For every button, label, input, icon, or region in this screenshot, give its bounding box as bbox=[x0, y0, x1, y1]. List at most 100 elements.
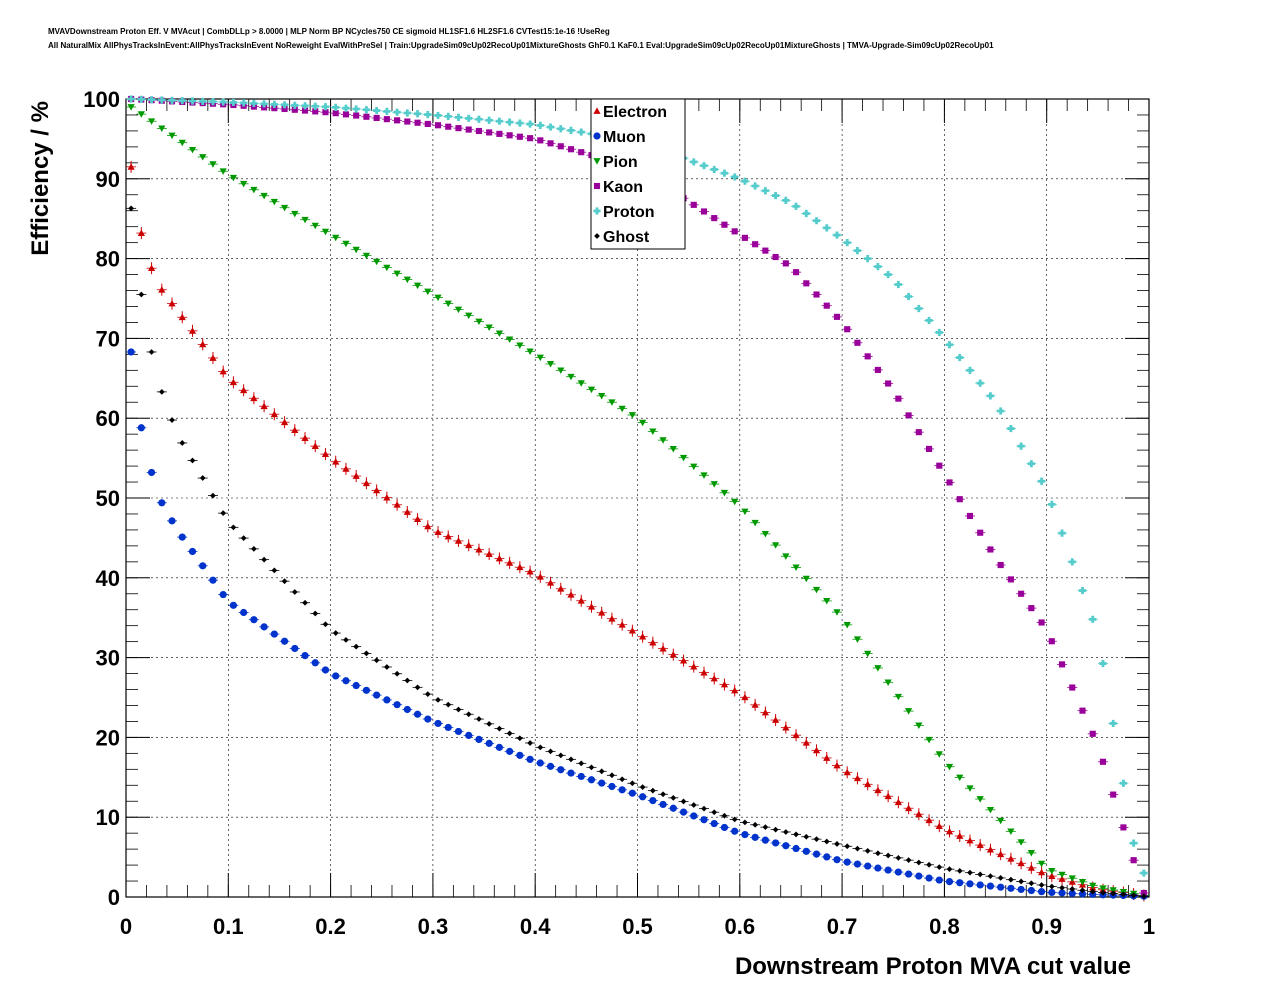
data-point-proton bbox=[250, 99, 258, 107]
data-point-proton bbox=[884, 270, 892, 279]
data-point-kaon bbox=[885, 380, 892, 387]
data-point-ghost bbox=[977, 871, 984, 878]
data-point-ghost bbox=[322, 621, 329, 628]
data-point-muon bbox=[1048, 888, 1056, 897]
data-point-ghost bbox=[987, 873, 994, 880]
data-point-proton bbox=[782, 196, 790, 204]
data-point-proton bbox=[270, 100, 278, 108]
data-point-electron bbox=[997, 850, 1005, 858]
data-point-proton bbox=[1017, 442, 1025, 450]
data-point-proton bbox=[925, 316, 933, 325]
data-point-proton bbox=[536, 121, 544, 129]
data-point-ghost bbox=[158, 388, 165, 395]
data-point-pion bbox=[475, 318, 483, 326]
data-point-kaon bbox=[312, 108, 319, 115]
data-point-electron bbox=[383, 494, 391, 501]
data-point-ghost bbox=[660, 791, 666, 798]
data-point-muon bbox=[751, 833, 759, 841]
data-point-ghost bbox=[516, 735, 523, 742]
data-point-pion bbox=[291, 210, 299, 218]
data-point-kaon bbox=[752, 241, 759, 248]
grid-lines bbox=[126, 99, 1149, 897]
x-tick-label: 0.7 bbox=[827, 914, 858, 939]
data-point-muon bbox=[966, 880, 974, 888]
data-point-ghost bbox=[302, 599, 308, 606]
data-point-ghost bbox=[680, 798, 687, 805]
data-point-pion bbox=[639, 419, 647, 427]
data-point-proton bbox=[362, 106, 371, 114]
data-point-pion bbox=[700, 472, 708, 479]
data-point-electron bbox=[1037, 868, 1046, 876]
data-point-pion bbox=[147, 118, 156, 125]
data-point-pion bbox=[188, 146, 197, 154]
data-point-proton bbox=[700, 162, 708, 170]
data-point-proton bbox=[731, 173, 739, 181]
data-point-pion bbox=[301, 216, 309, 224]
data-point-kaon bbox=[1140, 889, 1147, 897]
legend-label-pion: Pion bbox=[603, 154, 638, 171]
data-point-ghost bbox=[394, 670, 400, 677]
data-point-pion bbox=[342, 240, 350, 248]
data-point-pion bbox=[628, 412, 636, 419]
data-point-kaon bbox=[1048, 638, 1055, 645]
data-point-electron bbox=[823, 754, 831, 761]
data-point-proton bbox=[373, 106, 381, 115]
data-point-ghost bbox=[220, 510, 227, 517]
data-point-ghost bbox=[895, 854, 902, 861]
data-point-ghost bbox=[1110, 890, 1117, 897]
data-point-ghost bbox=[1100, 889, 1106, 896]
data-point-ghost bbox=[404, 677, 411, 684]
data-point-pion bbox=[915, 722, 923, 730]
data-point-pion bbox=[546, 361, 555, 368]
data-point-ghost bbox=[424, 691, 431, 697]
data-point-pion bbox=[424, 288, 432, 296]
data-point-electron bbox=[945, 827, 954, 835]
data-point-ghost bbox=[1141, 893, 1147, 900]
data-point-ghost bbox=[731, 816, 738, 823]
y-tick-label: 40 bbox=[96, 566, 120, 591]
data-point-ghost bbox=[169, 417, 175, 423]
data-point-electron bbox=[526, 568, 534, 575]
data-point-kaon bbox=[915, 429, 922, 436]
data-point-kaon bbox=[434, 122, 442, 129]
data-point-ghost bbox=[128, 205, 134, 212]
data-point-electron bbox=[301, 434, 309, 442]
data-point-proton bbox=[741, 177, 749, 185]
data-point-muon bbox=[188, 547, 197, 556]
data-point-pion bbox=[802, 575, 810, 583]
data-point-proton bbox=[792, 202, 800, 210]
data-point-electron bbox=[649, 639, 657, 646]
data-point-pion bbox=[1089, 882, 1097, 890]
data-point-proton bbox=[802, 209, 810, 218]
data-point-proton bbox=[915, 304, 923, 313]
data-point-proton bbox=[127, 95, 135, 103]
legend-marker-ghost bbox=[594, 233, 600, 239]
data-point-pion bbox=[986, 806, 995, 814]
data-point-proton bbox=[137, 95, 145, 103]
data-point-ghost bbox=[1079, 887, 1086, 894]
data-point-electron bbox=[710, 674, 718, 682]
data-point-ghost bbox=[1038, 882, 1045, 888]
data-point-kaon bbox=[547, 140, 554, 147]
data-point-muon bbox=[608, 782, 616, 791]
data-point-pion bbox=[823, 598, 831, 605]
x-tick-label: 0.9 bbox=[1031, 914, 1062, 939]
data-point-pion bbox=[536, 354, 544, 362]
series-pion bbox=[126, 104, 1149, 900]
data-point-muon bbox=[1017, 885, 1025, 894]
data-point-muon bbox=[373, 691, 381, 699]
data-point-proton bbox=[260, 100, 268, 108]
data-point-ghost bbox=[946, 866, 953, 873]
data-point-muon bbox=[434, 719, 442, 728]
data-point-ghost bbox=[864, 848, 871, 854]
data-point-pion bbox=[945, 763, 954, 771]
data-point-proton bbox=[1058, 529, 1066, 537]
data-point-ghost bbox=[343, 636, 349, 643]
x-tick-label: 1 bbox=[1143, 914, 1155, 939]
data-point-electron bbox=[864, 780, 872, 788]
data-point-electron bbox=[546, 579, 555, 586]
data-point-electron bbox=[147, 264, 156, 272]
data-point-kaon bbox=[864, 353, 871, 360]
data-point-pion bbox=[311, 222, 319, 230]
data-point-kaon bbox=[844, 326, 851, 333]
